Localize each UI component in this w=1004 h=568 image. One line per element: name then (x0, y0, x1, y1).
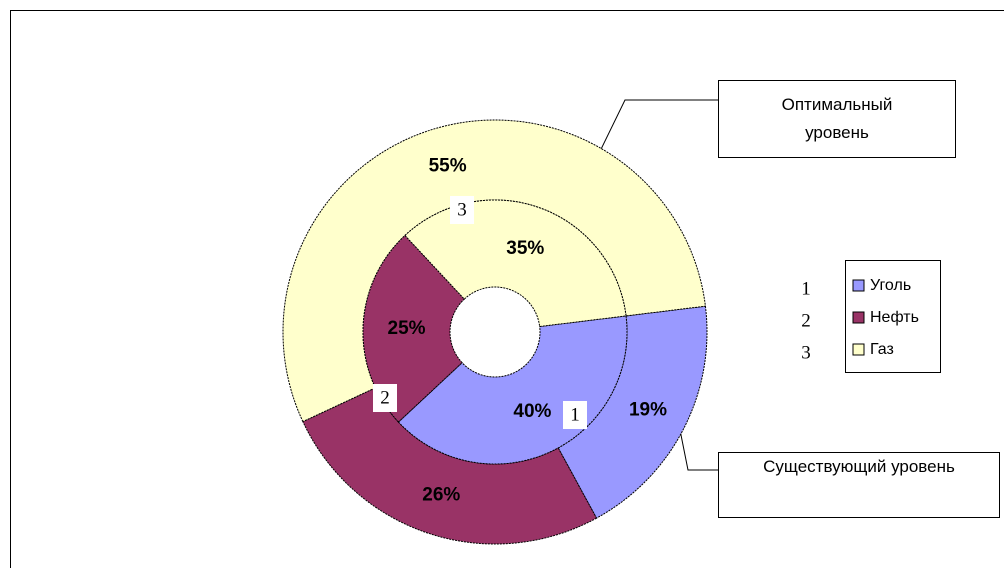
data-label: 35% (506, 238, 544, 259)
number-box (563, 401, 587, 429)
data-label: 40% (513, 401, 551, 422)
number-box (450, 196, 474, 224)
legend-label: Нефть (870, 309, 919, 326)
doughnut-segment (302, 387, 598, 545)
legend-label: Газ (870, 341, 894, 358)
category-number: 3 (457, 199, 467, 220)
callout-line (679, 429, 718, 471)
category-number: 1 (570, 404, 580, 425)
data-label: 26% (422, 484, 460, 505)
legend-number: 3 (801, 342, 811, 363)
callout-text: Оптимальный уровень (781, 95, 893, 142)
callout-box: Существующий уровень (718, 452, 1000, 518)
data-label: 19% (629, 400, 667, 421)
legend-swatch (852, 343, 865, 356)
data-label: 55% (429, 156, 467, 177)
legend-swatch (852, 311, 865, 324)
category-number: 2 (380, 387, 390, 408)
callout-text: Существующий уровень (763, 457, 955, 476)
doughnut-segment (362, 234, 466, 423)
legend-number: 1 (801, 278, 811, 299)
data-label: 25% (388, 318, 426, 339)
chart-frame (10, 10, 1004, 568)
legend-swatch (852, 279, 865, 292)
number-box (373, 384, 397, 412)
callout-box: Оптимальный уровень (718, 80, 956, 158)
legend-number: 2 (801, 310, 811, 331)
legend-label: Уголь (870, 277, 911, 294)
